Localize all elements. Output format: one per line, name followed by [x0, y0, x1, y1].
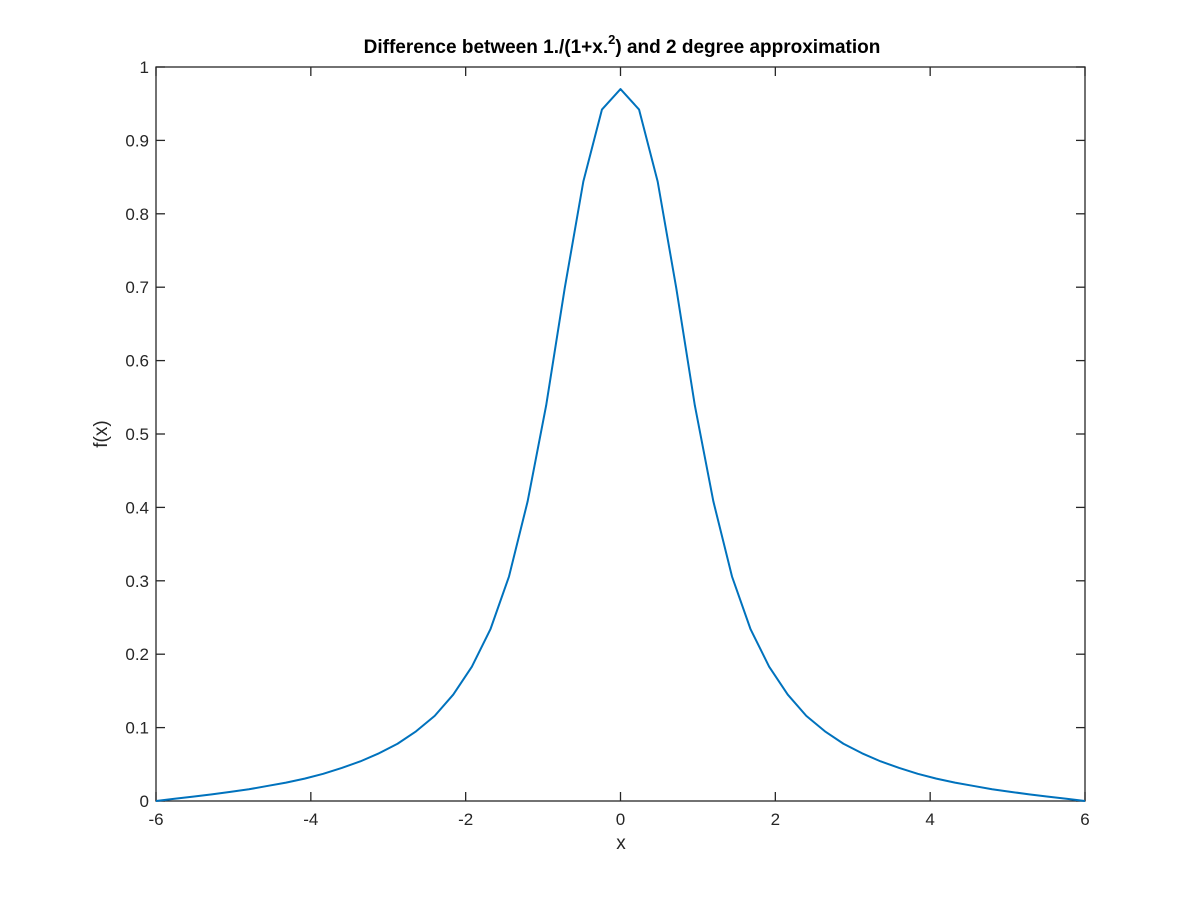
x-tick-label: -4 — [303, 810, 318, 829]
chart-title-superscript: 2 — [608, 32, 615, 47]
y-tick-label: 0.9 — [125, 131, 149, 150]
chart-title: Difference between 1./(1+x.2) and 2 degr… — [364, 32, 881, 58]
x-axis-label: x — [616, 833, 626, 854]
x-tick-label: 0 — [616, 810, 625, 829]
y-tick-label: 0.4 — [125, 498, 149, 517]
chart-title-rest: ) and 2 degree approximation — [615, 37, 880, 58]
x-tick-label: 4 — [925, 810, 934, 829]
y-tick-label: 0.6 — [125, 352, 149, 371]
y-tick-label: 0.2 — [125, 645, 149, 664]
y-tick-label: 0.3 — [125, 572, 149, 591]
y-tick-label: 0.7 — [125, 278, 149, 297]
y-tick-label: 0 — [140, 792, 149, 811]
y-axis-label: f(x) — [91, 420, 112, 447]
y-tick-label: 0.1 — [125, 719, 149, 738]
chart-title-main: Difference between 1./(1+x. — [364, 37, 608, 58]
x-tick-label: 2 — [771, 810, 780, 829]
y-tick-label: 1 — [140, 58, 149, 77]
plot-area: -6 -4 -2 0 2 4 6 0 0.1 0.2 0.3 0.4 0.5 0.6 0.7 0.8 0.9 1 — [125, 58, 1089, 829]
x-tick-label: 6 — [1080, 810, 1089, 829]
data-line — [155, 88, 1086, 802]
y-tick-label: 0.8 — [125, 205, 149, 224]
y-tick-label: 0.5 — [125, 425, 149, 444]
x-tick-label: -2 — [458, 810, 473, 829]
x-tick-label: -6 — [148, 810, 163, 829]
